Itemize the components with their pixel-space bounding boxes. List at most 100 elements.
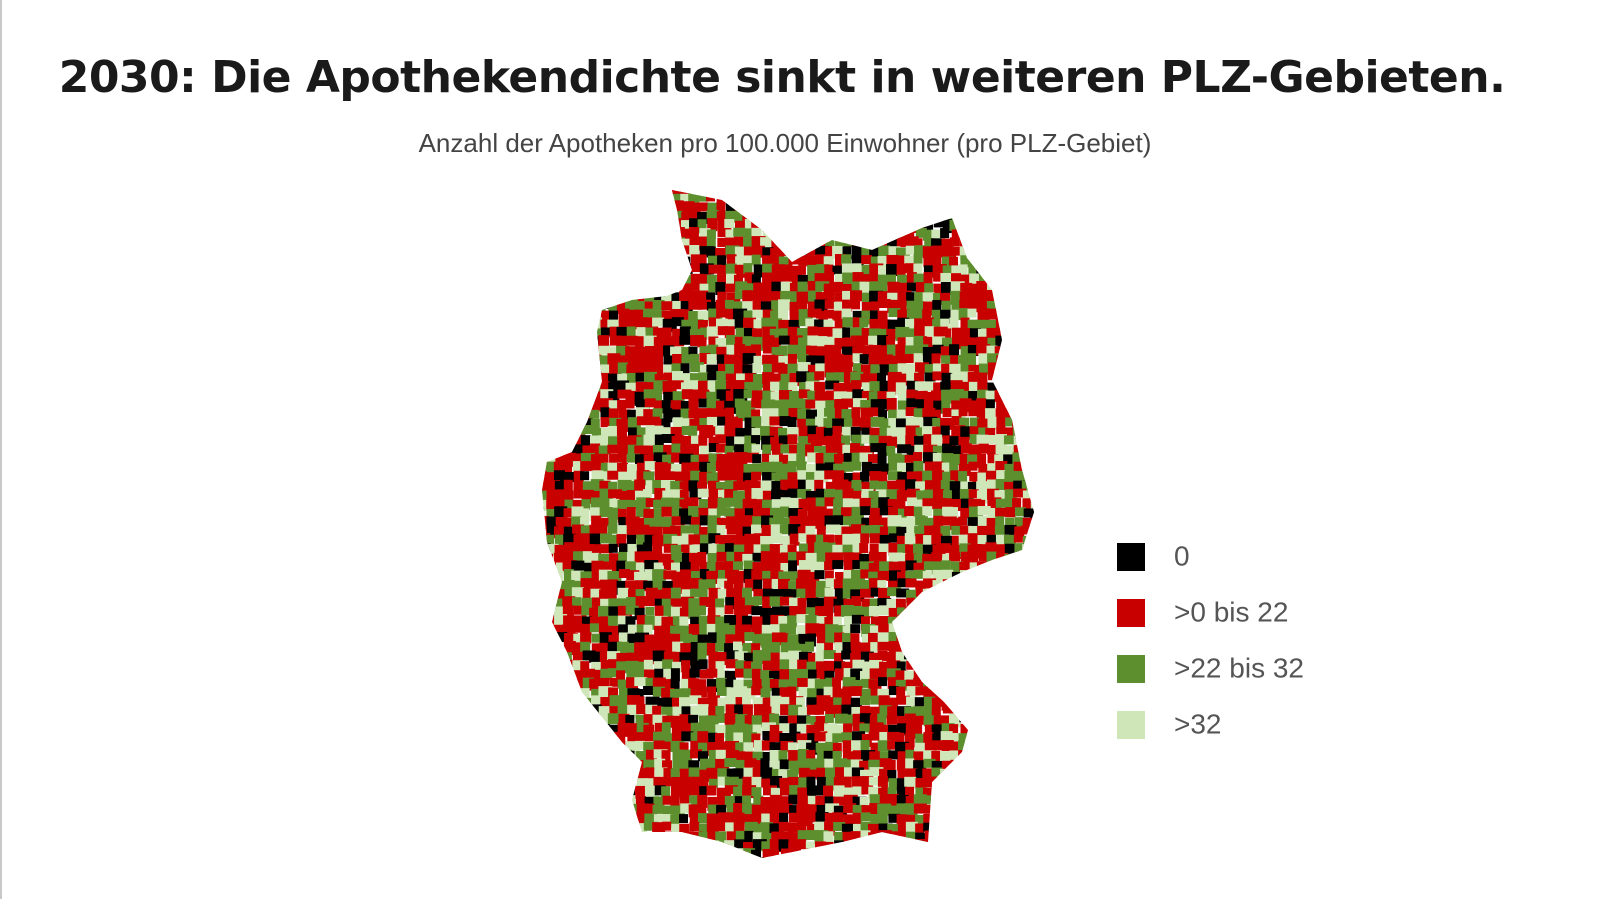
region: [688, 760, 700, 774]
region: [1022, 544, 1034, 556]
region: [591, 560, 604, 572]
region: [717, 489, 727, 500]
region: [599, 190, 614, 199]
region: [564, 417, 575, 429]
region: [580, 508, 590, 523]
region: [616, 326, 628, 339]
region: [573, 391, 587, 405]
region: [842, 317, 857, 328]
region: [542, 605, 547, 619]
region: [987, 723, 999, 735]
region: [616, 740, 626, 754]
region: [931, 525, 943, 537]
region: [967, 353, 977, 368]
region: [895, 418, 908, 428]
region: [733, 641, 743, 655]
region: [635, 740, 646, 750]
region: [626, 652, 638, 664]
region: [690, 687, 700, 702]
region: [734, 274, 744, 287]
region: [643, 821, 658, 831]
region: [906, 616, 916, 629]
region: [555, 273, 566, 284]
region: [744, 373, 756, 388]
region: [690, 254, 700, 266]
region: [1014, 678, 1025, 689]
region: [553, 470, 565, 483]
region: [959, 274, 970, 288]
region: [906, 209, 917, 224]
region: [807, 191, 819, 204]
region: [859, 193, 873, 205]
region: [877, 274, 889, 285]
region: [798, 850, 813, 858]
region: [877, 598, 892, 608]
region: [563, 236, 574, 248]
region: [942, 490, 954, 500]
region: [1023, 245, 1034, 255]
region: [542, 670, 548, 682]
region: [1032, 840, 1034, 853]
region: [564, 409, 575, 420]
region: [725, 822, 736, 834]
region: [654, 625, 667, 636]
region: [905, 560, 917, 571]
region: [715, 318, 728, 330]
region: [868, 605, 879, 616]
region: [590, 724, 605, 738]
region: [915, 660, 927, 675]
region: [959, 651, 974, 664]
region: [967, 713, 977, 725]
region: [607, 281, 619, 296]
region: [805, 758, 818, 771]
region: [573, 768, 587, 781]
region: [661, 598, 676, 608]
region: [716, 453, 729, 463]
region: [1023, 220, 1033, 231]
region: [769, 596, 783, 607]
region: [734, 220, 749, 230]
region: [744, 480, 758, 492]
region: [870, 686, 880, 701]
region: [985, 190, 1000, 194]
region: [986, 616, 999, 628]
region: [932, 580, 942, 590]
region: [546, 445, 558, 456]
region: [869, 471, 882, 483]
region: [598, 453, 609, 463]
region: [699, 353, 711, 365]
region: [833, 704, 843, 718]
region: [643, 209, 653, 221]
region: [878, 787, 891, 798]
region: [825, 542, 836, 557]
region: [661, 587, 673, 602]
region: [832, 688, 845, 699]
region: [591, 812, 601, 823]
region: [563, 670, 574, 684]
region: [582, 794, 596, 804]
region: [915, 515, 926, 528]
region: [922, 292, 935, 305]
region: [913, 632, 928, 643]
region: [654, 292, 666, 304]
region: [987, 488, 1000, 500]
region: [869, 381, 881, 396]
region: [978, 731, 991, 745]
region: [608, 830, 620, 845]
region: [942, 598, 954, 610]
region: [564, 697, 577, 712]
region: [690, 858, 700, 870]
region: [877, 813, 888, 828]
region: [1030, 697, 1034, 708]
region: [542, 480, 552, 493]
region: [553, 598, 564, 610]
region: [716, 551, 728, 562]
region: [681, 669, 696, 680]
region: [887, 839, 899, 850]
region: [815, 795, 827, 810]
region: [825, 190, 838, 194]
region: [1005, 740, 1018, 751]
region: [852, 812, 862, 826]
region: [922, 650, 932, 660]
region: [681, 245, 696, 255]
